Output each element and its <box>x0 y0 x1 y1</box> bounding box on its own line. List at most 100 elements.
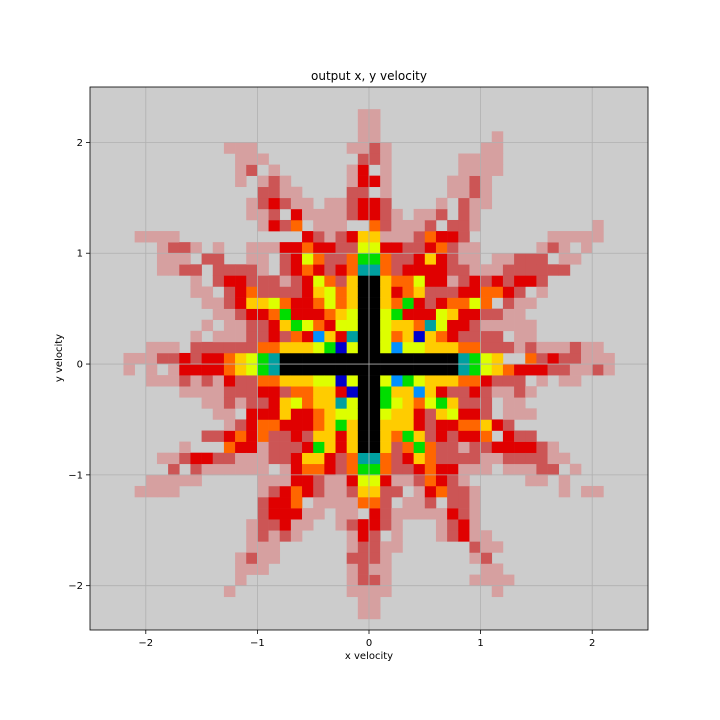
heatmap-cell <box>491 441 504 453</box>
heatmap-cell <box>435 275 448 287</box>
heatmap-cell <box>357 563 370 575</box>
heatmap-cell <box>514 341 526 354</box>
x-axis-label: x velocity <box>345 651 393 662</box>
heatmap-cell <box>212 275 225 287</box>
heatmap-cell <box>424 364 437 376</box>
heatmap-cell <box>346 352 359 365</box>
heatmap-cell <box>313 430 325 442</box>
heatmap-cell <box>235 386 247 398</box>
heatmap-cell <box>502 341 515 354</box>
heatmap-cell <box>424 386 437 398</box>
heatmap-cell <box>302 364 314 376</box>
heatmap-cell <box>302 208 314 221</box>
heatmap-cell <box>346 197 359 210</box>
heatmap-cell <box>369 175 381 188</box>
heatmap-cell <box>246 386 258 398</box>
heatmap-cell <box>235 142 247 154</box>
heatmap-cell <box>223 463 236 476</box>
heatmap-cell <box>369 375 381 387</box>
heatmap-cell <box>290 408 303 420</box>
heatmap-cell <box>168 364 180 376</box>
heatmap-cell <box>447 386 459 398</box>
heatmap-cell <box>469 441 481 453</box>
heatmap-cell <box>558 485 571 498</box>
heatmap-cell <box>335 231 347 243</box>
x-tick-label: 1 <box>477 638 483 649</box>
heatmap-cell <box>156 352 169 365</box>
heatmap-cell <box>335 286 347 298</box>
heatmap-cell <box>581 485 593 498</box>
heatmap-cell <box>502 408 515 420</box>
heatmap-cell <box>357 519 370 531</box>
heatmap-cell <box>346 474 359 487</box>
heatmap-cell <box>324 219 336 232</box>
heatmap-cell <box>447 242 459 254</box>
heatmap-cell <box>346 286 359 298</box>
heatmap-cell <box>324 341 336 354</box>
heatmap-cell <box>424 319 437 332</box>
heatmap-cell <box>246 341 258 354</box>
grid-lines <box>90 87 648 630</box>
heatmap-cell <box>313 452 325 465</box>
heatmap-cell <box>268 430 281 442</box>
heatmap-cell <box>235 286 247 298</box>
heatmap-cell <box>324 242 336 254</box>
heatmap-cell <box>246 563 258 575</box>
heatmap-cell <box>491 563 504 575</box>
heatmap-cell <box>402 275 414 287</box>
heatmap-cell <box>480 330 493 343</box>
heatmap-cell <box>313 375 325 387</box>
heatmap-cell <box>168 253 180 265</box>
heatmap-cell <box>424 264 437 276</box>
heatmap-cell <box>246 441 258 453</box>
heatmap-cell <box>491 375 504 387</box>
heatmap-cell <box>480 375 493 387</box>
heatmap-cell <box>581 341 593 354</box>
heatmap-cell <box>447 430 459 442</box>
heatmap-cell <box>558 231 571 243</box>
heatmap-cell <box>402 219 414 232</box>
heatmap-cell <box>536 441 548 453</box>
heatmap-cell <box>369 308 381 321</box>
heatmap-cell <box>480 452 493 465</box>
heatmap-cell <box>369 330 381 343</box>
heatmap-cell <box>402 364 414 376</box>
heatmap-cell <box>369 264 381 276</box>
heatmap-cell <box>469 463 481 476</box>
heatmap-cell <box>480 563 493 575</box>
heatmap-cell <box>279 242 292 254</box>
heatmap-cell <box>413 208 426 221</box>
heatmap-cell <box>279 386 292 398</box>
heatmap-cell <box>380 142 392 154</box>
heatmap-cell <box>380 375 392 387</box>
heatmap-cell <box>502 253 515 265</box>
heatmap-cell <box>357 474 370 487</box>
heatmap-cell <box>279 197 292 210</box>
heatmap-cell <box>391 341 403 354</box>
heatmap-cell <box>480 430 493 442</box>
y-axis-ticks: −2 −1 0 1 2 <box>68 138 90 592</box>
heatmap-cell <box>458 519 470 531</box>
heatmap-cell <box>447 375 459 387</box>
heatmap-cell <box>514 308 526 321</box>
heatmap-cell <box>469 497 481 509</box>
heatmap-cell <box>480 352 493 365</box>
heatmap-cell <box>447 231 459 243</box>
heatmap-cell <box>380 541 392 553</box>
heatmap-cell <box>413 286 426 298</box>
heatmap-cell <box>290 386 303 398</box>
heatmap-cell <box>346 397 359 409</box>
heatmap-cell <box>413 364 426 376</box>
heatmap-cell <box>424 219 437 232</box>
heatmap-cell <box>235 164 247 176</box>
heatmap-cell <box>257 375 269 387</box>
heatmap-cell <box>413 264 426 276</box>
heatmap-cell <box>290 419 303 431</box>
heatmap-cell <box>536 264 548 276</box>
heatmap-cell <box>313 441 325 453</box>
heatmap-cell <box>514 386 526 398</box>
heatmap-cell <box>502 264 515 276</box>
heatmap-cell <box>491 541 504 553</box>
heatmap-cell <box>290 330 303 343</box>
heatmap-cell <box>424 419 437 431</box>
